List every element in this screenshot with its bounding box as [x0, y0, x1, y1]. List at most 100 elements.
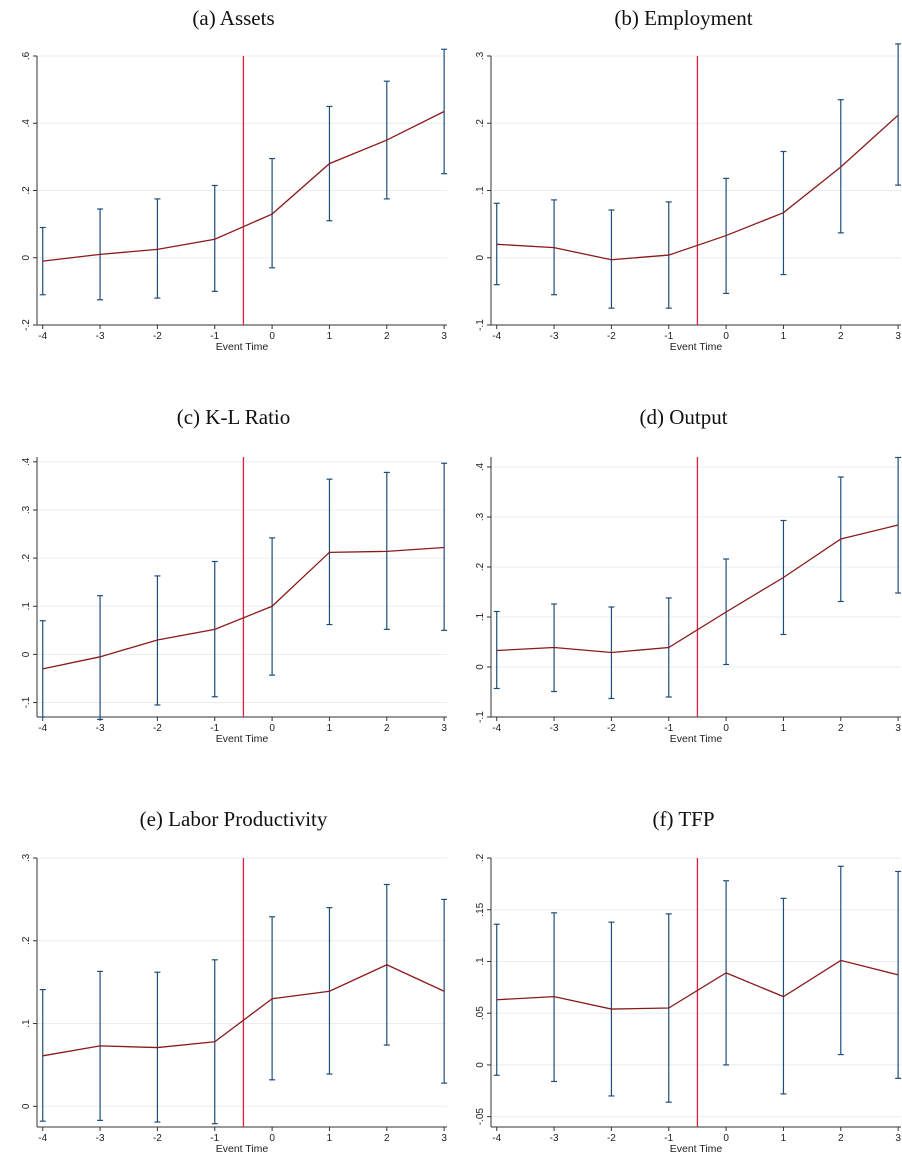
chart-3-title: (d) Output [639, 405, 728, 429]
x-tick-label-6: 2 [838, 331, 844, 342]
estimate-line [42, 110, 445, 262]
y-tick-label-4: .3 [475, 512, 486, 521]
x-tick-label-7: 3 [441, 331, 447, 342]
x-tick-label-7: 3 [441, 723, 447, 734]
y-tick-label-1: 0 [21, 651, 32, 657]
x-tick-label-3: -1 [210, 331, 219, 342]
y-tick-label-0: -.2 [21, 319, 32, 331]
y-tick-label-0: -.1 [475, 319, 486, 331]
x-tick-label-7: 3 [895, 1133, 901, 1144]
x-tick-label-3: -1 [664, 723, 673, 734]
x-tick-label-2: -2 [607, 331, 616, 342]
x-tick-label-1: -3 [96, 331, 105, 342]
x-tick-label-2: -2 [153, 331, 162, 342]
chart-0-title: (a) Assets [192, 6, 275, 30]
y-tick-label-3: .2 [21, 554, 32, 563]
chart-4-title: (e) Labor Productivity [139, 807, 328, 831]
chart-5-title: (f) TFP [652, 807, 715, 831]
x-tick-label-3: -1 [210, 1133, 219, 1144]
x-tick-label-6: 2 [384, 1133, 390, 1144]
x-tick-label-3: -1 [210, 723, 219, 734]
x-axis-title: Event Time [216, 341, 269, 353]
x-tick-label-5: 1 [327, 1133, 333, 1144]
chart-2: -.1 0 .1 .2 .3 .4 -4 -3 -2 -1 0 1 2 3 Event Time [21, 457, 447, 745]
y-tick-label-1: 0 [475, 664, 486, 670]
y-tick-label-2: .05 [475, 1006, 486, 1020]
y-tick-label-0: -.1 [21, 696, 32, 708]
x-tick-label-1: -3 [550, 1133, 559, 1144]
x-tick-label-1: -3 [550, 331, 559, 342]
y-tick-label-3: .4 [21, 119, 32, 128]
x-tick-label-5: 1 [781, 723, 787, 734]
y-tick-label-1: 0 [475, 1062, 486, 1068]
chart-0: -.2 0 .2 .4 .6 -4 -3 -2 -1 0 1 2 3 Event Time [21, 48, 447, 353]
x-tick-label-4: 0 [269, 331, 275, 342]
estimate-line [496, 114, 899, 261]
x-tick-label-4: 0 [723, 1133, 729, 1144]
x-tick-label-6: 2 [838, 723, 844, 734]
y-tick-label-1: .1 [21, 1019, 32, 1028]
x-tick-label-4: 0 [269, 1133, 275, 1144]
x-tick-label-7: 3 [895, 331, 901, 342]
y-tick-label-2: .1 [21, 602, 32, 611]
y-tick-label-4: .15 [475, 902, 486, 916]
x-axis-title: Event Time [216, 1143, 269, 1155]
x-axis-title: Event Time [670, 1143, 723, 1155]
y-tick-label-5: .2 [475, 853, 486, 862]
x-tick-label-6: 2 [384, 331, 390, 342]
x-tick-label-5: 1 [327, 331, 333, 342]
x-tick-label-0: -4 [492, 331, 501, 342]
x-tick-label-0: -4 [492, 1133, 501, 1144]
x-tick-label-1: -3 [96, 723, 105, 734]
y-tick-label-0: 0 [21, 1103, 32, 1109]
y-tick-label-4: .3 [475, 51, 486, 60]
y-tick-label-5: .4 [21, 457, 32, 466]
y-tick-label-3: .1 [475, 957, 486, 966]
x-tick-label-0: -4 [38, 1133, 47, 1144]
x-tick-label-4: 0 [269, 723, 275, 734]
x-tick-label-1: -3 [96, 1133, 105, 1144]
x-tick-label-6: 2 [838, 1133, 844, 1144]
x-tick-label-0: -4 [492, 723, 501, 734]
y-tick-label-3: .2 [475, 119, 486, 128]
x-tick-label-5: 1 [781, 1133, 787, 1144]
y-tick-label-4: .3 [21, 505, 32, 514]
x-tick-label-4: 0 [723, 331, 729, 342]
y-tick-label-5: .4 [475, 462, 486, 471]
x-tick-label-1: -3 [550, 723, 559, 734]
y-tick-label-1: 0 [475, 255, 486, 261]
x-tick-label-3: -1 [664, 331, 673, 342]
estimate-line [42, 546, 445, 670]
y-tick-label-3: .2 [475, 562, 486, 571]
estimate-line [42, 964, 445, 1057]
estimate-line [496, 524, 899, 654]
chart-3: -.1 0 .1 .2 .3 .4 -4 -3 -2 -1 0 1 2 3 Event Time [475, 456, 901, 745]
x-tick-label-2: -2 [607, 1133, 616, 1144]
x-axis-title: Event Time [670, 733, 723, 745]
x-tick-label-0: -4 [38, 331, 47, 342]
x-tick-label-2: -2 [607, 723, 616, 734]
x-tick-label-7: 3 [441, 1133, 447, 1144]
y-tick-label-4: .6 [21, 51, 32, 60]
y-tick-label-3: .3 [21, 853, 32, 862]
chart-1: -.1 0 .1 .2 .3 -4 -3 -2 -1 0 1 2 3 Event Time [475, 43, 901, 353]
chart-1-title: (b) Employment [614, 6, 753, 30]
chart-4: 0 .1 .2 .3 -4 -3 -2 -1 0 1 2 3 Event Time [21, 853, 447, 1155]
estimate-line [496, 959, 899, 1010]
x-tick-label-6: 2 [384, 723, 390, 734]
x-tick-label-0: -4 [38, 723, 47, 734]
x-tick-label-3: -1 [664, 1133, 673, 1144]
x-tick-label-5: 1 [327, 723, 333, 734]
chart-5: -.05 0 .05 .1 .15 .2 -4 -3 -2 -1 0 1 2 3 Event Time [475, 853, 901, 1155]
y-tick-label-2: .2 [21, 936, 32, 945]
y-tick-label-2: .1 [475, 186, 486, 195]
y-tick-label-2: .1 [475, 612, 486, 621]
x-tick-label-2: -2 [153, 1133, 162, 1144]
chart-2-title: (c) K-L Ratio [176, 405, 291, 429]
x-tick-label-7: 3 [895, 723, 901, 734]
y-tick-label-2: .2 [21, 186, 32, 195]
x-axis-title: Event Time [216, 733, 269, 745]
x-tick-label-4: 0 [723, 723, 729, 734]
x-axis-title: Event Time [670, 341, 723, 353]
x-tick-label-2: -2 [153, 723, 162, 734]
